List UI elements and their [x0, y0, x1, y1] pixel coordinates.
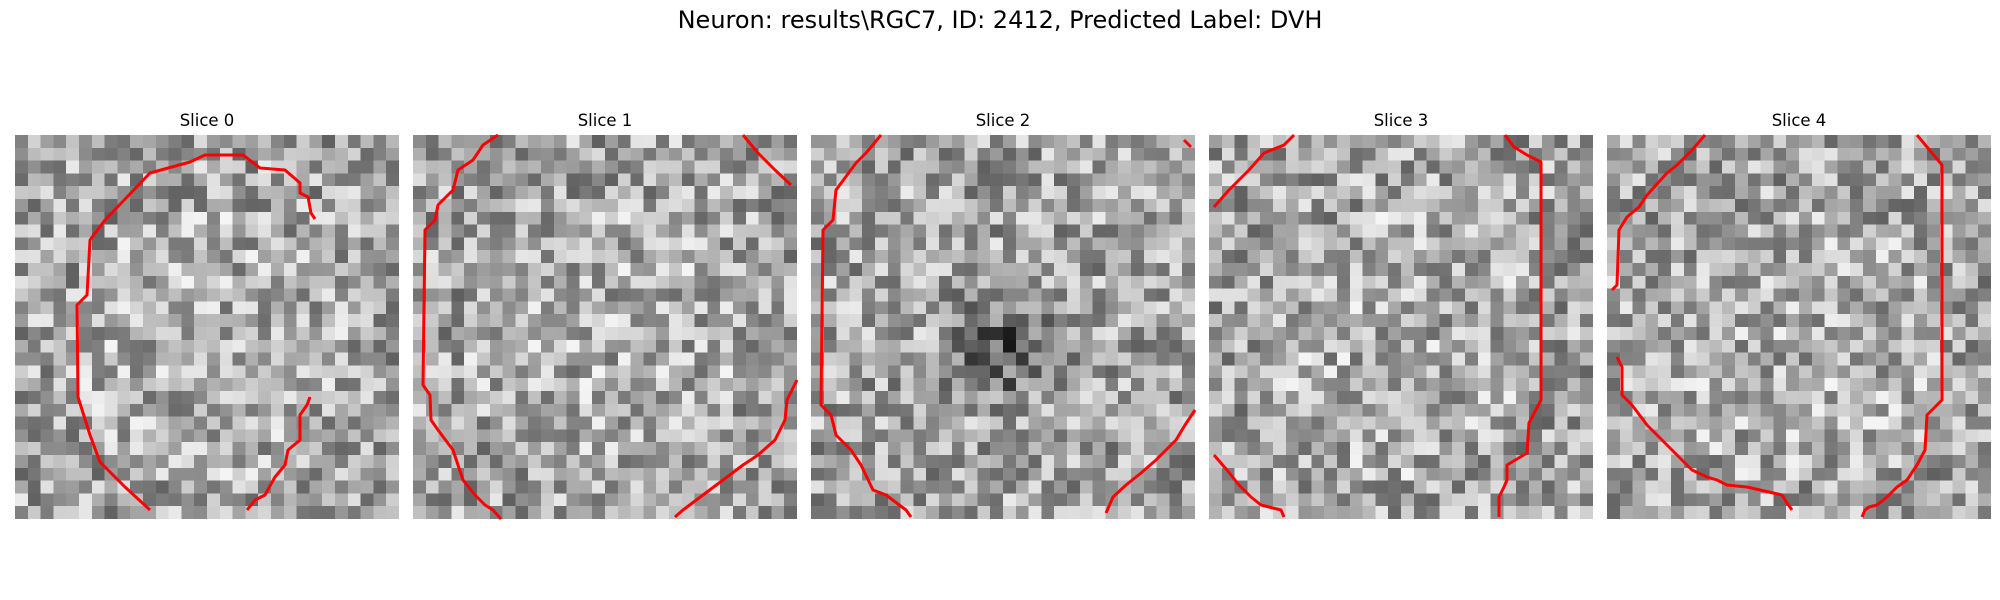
slice-title: Slice 4: [1771, 111, 1827, 130]
slice-image: [413, 133, 799, 520]
slice-image: [15, 135, 399, 519]
slice-panel-2: Slice 2: [811, 110, 1197, 519]
contour-line: [1182, 138, 1193, 149]
slice-pixels: [1607, 135, 1991, 519]
contour-line: [819, 134, 913, 518]
slice-title: Slice 3: [1373, 111, 1429, 130]
slice-pixels: [15, 135, 399, 519]
contour-line: [1610, 134, 1707, 292]
contour-line: [1860, 134, 1944, 518]
slice-image: [1607, 134, 1991, 519]
contour-overlay: [75, 153, 317, 512]
slice-panel-1: Slice 1: [413, 110, 799, 520]
slice-panel-0: Slice 0: [15, 110, 399, 519]
contour-line: [1212, 454, 1286, 518]
slice-pixels: [1209, 135, 1593, 519]
slice-pixels: [811, 135, 1195, 519]
contour-line: [75, 153, 317, 512]
figure-title: Neuron: results\RGC7, ID: 2412, Predicte…: [677, 6, 1323, 34]
contour-overlay: [1610, 134, 1944, 518]
slice-panel-3: Slice 3: [1209, 110, 1593, 519]
contour-line: [1497, 134, 1543, 517]
slice-panel-4: Slice 4: [1607, 110, 1991, 519]
slice-image: [811, 134, 1197, 519]
contour-overlay: [421, 133, 799, 520]
contour-line: [1104, 409, 1197, 514]
contour-overlay: [819, 134, 1197, 518]
slice-title: Slice 1: [577, 111, 633, 130]
slice-pixels: [413, 135, 797, 519]
slice-title: Slice 2: [975, 111, 1031, 130]
contour-line: [741, 134, 793, 187]
contour-line: [245, 396, 312, 511]
slice-image: [1209, 133, 1593, 519]
contour-line: [674, 379, 799, 519]
slice-title: Slice 0: [179, 111, 235, 130]
contour-line: [1615, 356, 1794, 511]
contour-line: [1212, 133, 1296, 208]
contour-line: [421, 133, 503, 520]
contour-overlay: [1212, 133, 1543, 518]
